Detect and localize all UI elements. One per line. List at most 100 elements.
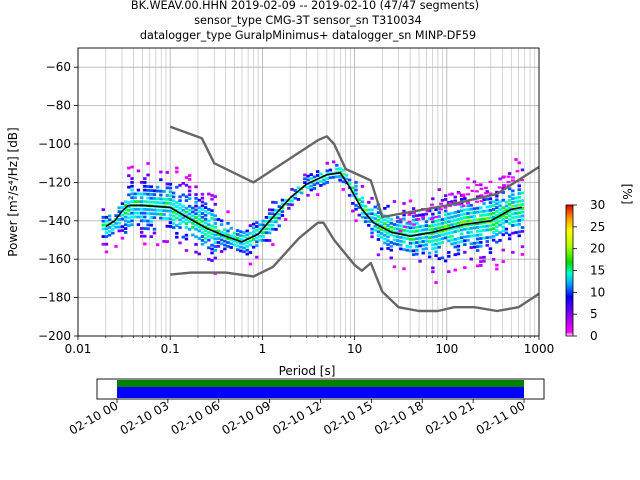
density-cell (159, 170, 163, 174)
x-axis-label: Period [s] (279, 364, 336, 378)
density-cell (203, 210, 208, 213)
density-cell (475, 233, 480, 237)
density-cell (315, 181, 320, 185)
density-cell (389, 225, 393, 229)
density-cell (347, 182, 352, 186)
density-cell (456, 210, 461, 214)
density-cell (306, 186, 310, 190)
density-cell (162, 216, 166, 220)
density-cell (133, 215, 137, 219)
density-cell (213, 241, 217, 245)
density-cell (475, 241, 480, 245)
density-cell (479, 206, 483, 210)
density-cell (354, 203, 358, 207)
density-cell (210, 236, 214, 239)
density-cell (200, 235, 205, 238)
density-cell (107, 233, 112, 237)
density-cell (219, 230, 224, 234)
density-cell (319, 184, 323, 187)
density-cell (456, 214, 461, 217)
density-cell (184, 206, 189, 210)
density-cell (504, 200, 509, 204)
density-cell (443, 209, 448, 213)
density-cell (171, 210, 176, 214)
density-cell (223, 236, 227, 239)
density-cell (117, 221, 121, 225)
density-cell (463, 266, 467, 270)
density-cell (146, 200, 150, 204)
density-cell (178, 183, 182, 187)
density-cell (312, 183, 317, 187)
density-cell (283, 218, 288, 221)
density-cell (517, 219, 521, 222)
y-tick-label: −120 (38, 175, 71, 189)
density-cell (434, 215, 439, 219)
density-cell (184, 210, 189, 214)
density-cell (338, 178, 342, 182)
density-cell (520, 191, 525, 195)
density-cell (415, 241, 419, 244)
density-cell (459, 228, 464, 232)
density-cell (482, 213, 486, 217)
density-cell (479, 225, 483, 229)
density-cell (447, 212, 451, 216)
density-cell (447, 254, 451, 258)
density-cell (511, 231, 515, 235)
density-cell (123, 227, 128, 230)
density-cell (159, 212, 163, 216)
density-cell (312, 187, 317, 190)
density-cell (517, 234, 521, 238)
density-cell (507, 195, 512, 198)
density-cell (472, 207, 477, 211)
density-cell (421, 217, 425, 220)
density-cell (187, 197, 192, 201)
density-cell (434, 254, 438, 258)
density-cell (472, 180, 477, 184)
density-cell (475, 206, 480, 210)
density-cell (171, 199, 176, 203)
density-cell (264, 239, 269, 242)
y-tick-label: −180 (38, 291, 71, 305)
density-cell (443, 217, 448, 221)
timeline-tick-label: 02-10 09 (219, 398, 273, 437)
density-cell (415, 221, 419, 225)
density-cell (507, 206, 512, 210)
density-cell (107, 214, 112, 218)
density-cell (309, 177, 313, 180)
density-cell (407, 221, 412, 224)
density-cell (408, 241, 413, 245)
density-cell (255, 236, 259, 240)
density-cell (127, 166, 131, 170)
density-cell (149, 235, 153, 239)
density-cell (319, 180, 323, 184)
density-cell (452, 200, 457, 204)
density-cell (511, 176, 515, 179)
density-cell (453, 253, 457, 257)
density-cell (107, 229, 112, 233)
density-cell (376, 218, 381, 222)
density-cell (184, 199, 189, 202)
density-cell (447, 251, 451, 254)
density-cell (443, 259, 448, 263)
density-cell (498, 212, 502, 215)
density-cell (453, 241, 457, 245)
density-cell (405, 221, 409, 225)
density-cell (200, 242, 205, 246)
density-cell (456, 217, 461, 221)
density-cell (498, 238, 502, 242)
density-cell (431, 224, 435, 228)
density-cell (203, 225, 208, 229)
density-cell (171, 206, 176, 210)
density-cell (373, 213, 377, 217)
density-cell (357, 213, 361, 217)
density-cell (392, 265, 397, 269)
density-cell (470, 189, 475, 192)
density-cell (482, 217, 486, 221)
density-cell (520, 226, 525, 229)
density-cell (200, 223, 205, 227)
density-cell (232, 243, 237, 247)
density-cell (245, 241, 249, 244)
density-cell (459, 236, 464, 240)
density-cell (443, 236, 448, 240)
density-cell (171, 226, 176, 229)
